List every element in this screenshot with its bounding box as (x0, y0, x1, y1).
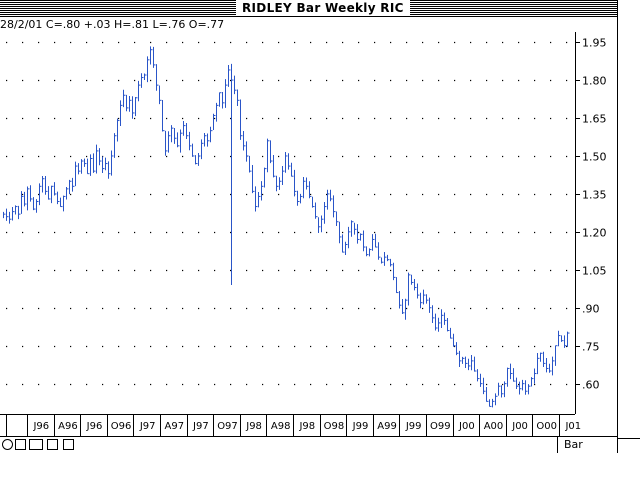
y-tick-label: .60 (582, 379, 600, 392)
vertical-scrollbar[interactable] (617, 0, 640, 480)
x-tick-label: J00 (458, 421, 475, 432)
x-tick-label: J99 (352, 421, 369, 432)
chart-grid (6, 41, 575, 386)
x-tick-label: A96 (58, 421, 78, 432)
window-background (0, 453, 640, 480)
x-tick-label: J97 (192, 421, 209, 432)
x-tick-label: O96 (111, 421, 132, 432)
y-tick-label: 1.50 (582, 151, 607, 164)
toolbar-divider (557, 437, 558, 453)
x-tick-label: A00 (484, 421, 504, 432)
layout-icon[interactable] (29, 439, 43, 450)
window-icon[interactable] (15, 439, 26, 450)
x-tick-label: O98 (324, 421, 345, 432)
zoom-icon[interactable] (2, 439, 13, 450)
x-tick-label: A99 (377, 421, 397, 432)
x-tick-label: J98 (298, 421, 315, 432)
scrollbar-track (617, 0, 618, 452)
price-chart[interactable]: 1.95 1.80 1.65 1.50 1.35 1.20 1.05 .90 .75 .60 J9… (0, 32, 617, 436)
price-bars (3, 46, 570, 408)
y-tick-label: 1.80 (582, 75, 607, 88)
x-tick-label: A98 (271, 421, 291, 432)
x-tick-label: J99 (405, 421, 422, 432)
chart-type-selector[interactable]: Bar (564, 438, 583, 451)
x-tick-label: O00 (536, 421, 557, 432)
y-tick-label: 1.05 (582, 265, 607, 278)
y-tick-label: .90 (582, 303, 600, 316)
page-icon[interactable] (47, 439, 58, 450)
x-tick-label: J96 (86, 421, 103, 432)
x-tick-label: J00 (511, 421, 528, 432)
x-tick-label: J01 (564, 421, 581, 432)
y-tick-label: 1.35 (582, 189, 607, 202)
chart-toolbar: Bar (0, 436, 617, 453)
price-readout: 28/2/01 C=.80 +.03 H=.81 L=.76 O=.77 (0, 18, 225, 31)
y-tick-label: .75 (582, 341, 600, 354)
table-icon[interactable] (63, 439, 74, 450)
window-title-bar[interactable]: RIDLEY Bar Weekly RIC (0, 0, 617, 17)
scrollbar-corner (617, 438, 640, 454)
x-tick-label: O99 (430, 421, 451, 432)
price-axis: 1.95 1.80 1.65 1.50 1.35 1.20 1.05 .90 .75 .60 (575, 32, 607, 414)
x-tick-label: J98 (245, 421, 262, 432)
date-axis: J96 A96 J96 O96 J97 A97 J97 O97 J98 A98 J98 O98 J99 A… (0, 414, 581, 436)
x-tick-label: A97 (165, 421, 185, 432)
x-tick-label: J97 (139, 421, 156, 432)
y-tick-label: 1.95 (582, 37, 607, 50)
y-tick-label: 1.20 (582, 227, 607, 240)
window-title: RIDLEY Bar Weekly RIC (236, 0, 410, 16)
x-tick-label: O97 (217, 421, 238, 432)
x-tick-label: J96 (32, 421, 49, 432)
y-tick-label: 1.65 (582, 113, 607, 126)
